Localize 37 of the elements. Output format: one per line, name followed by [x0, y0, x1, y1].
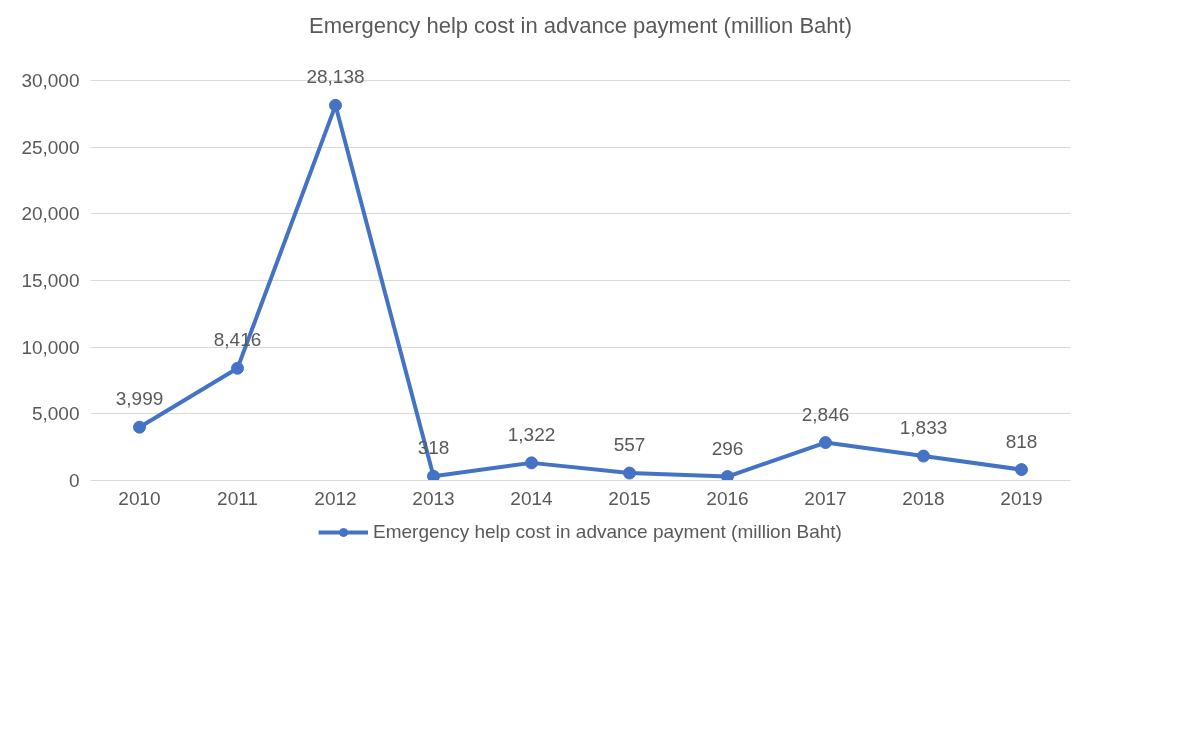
point: [819, 436, 832, 450]
y-tick-label: 30,000: [21, 70, 80, 91]
x-tick-label: 2014: [510, 487, 554, 509]
point: [623, 466, 636, 480]
data-label: 557: [613, 434, 646, 456]
x-tick-label: 2016: [706, 487, 749, 509]
data-label: 3,999: [115, 388, 164, 410]
y-tick-label: 20,000: [21, 203, 80, 225]
legend-label: Emergency help cost in advance payment (million Baht): [373, 521, 842, 543]
x-tick-label: 2018: [902, 487, 945, 509]
y-tick-label: 15,000: [21, 270, 80, 291]
data-label: 1,322: [507, 423, 556, 445]
data-label: 2,846: [801, 403, 850, 425]
point: [427, 469, 440, 481]
point: [917, 449, 930, 463]
x-tick-label: 2011: [217, 487, 258, 509]
y-tick-label: 25,000: [21, 136, 80, 158]
x-tick-label: 2012: [314, 487, 357, 509]
point: [329, 98, 342, 112]
data-label: 296: [711, 437, 744, 459]
y-tick-label: 5,000: [31, 403, 80, 425]
point: [1015, 463, 1028, 477]
y-tick-label: 0: [68, 470, 80, 491]
chart-title: Emergency help cost in advance payment (million Baht): [309, 13, 852, 38]
x-tick-label: 2013: [412, 487, 455, 509]
x-tick-label: 2015: [608, 487, 651, 509]
data-label: 818: [1005, 430, 1038, 452]
point: [231, 361, 244, 375]
x-tick-label: 2019: [1000, 487, 1043, 509]
point: [133, 420, 146, 434]
y-tick-label: 10,000: [21, 336, 80, 358]
x-tick-label: 2010: [118, 487, 161, 509]
data-label: 28,138: [306, 66, 365, 88]
x-tick-label: 2017: [804, 487, 847, 509]
point: [721, 470, 734, 481]
data-label: 1,833: [899, 417, 948, 439]
point: [525, 456, 538, 470]
